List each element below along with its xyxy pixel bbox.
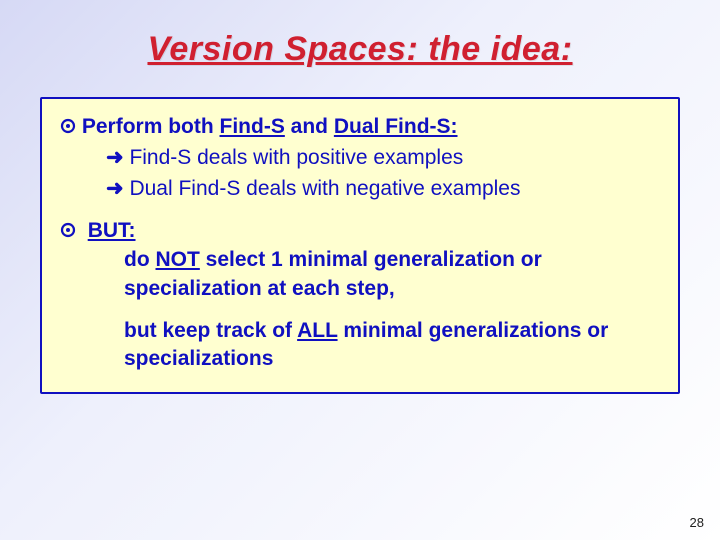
point-2-not: NOT xyxy=(156,248,200,271)
page-number: 28 xyxy=(690,515,704,530)
point-1-lead: Perform both xyxy=(82,115,220,138)
slide: Version Spaces: the idea: Perform both F… xyxy=(0,0,720,540)
point-2-body: do NOT select 1 minimal generalization o… xyxy=(60,246,660,303)
ring-bullet-icon xyxy=(60,218,76,246)
point-1-sub-2-text: Dual Find-S deals with negative examples xyxy=(124,177,521,200)
ring-bullet-icon xyxy=(60,114,76,142)
point-1-sub-1: ➜ Find-S deals with positive examples xyxy=(60,144,660,172)
point-1: Perform both Find-S and Dual Find-S: xyxy=(60,113,660,142)
arrow-icon: ➜ xyxy=(106,177,124,200)
point-2: BUT: xyxy=(60,217,660,246)
content-box: Perform both Find-S and Dual Find-S: ➜ F… xyxy=(40,97,680,394)
point-1-alg2: Dual Find-S: xyxy=(334,115,458,138)
point-3-a: but keep track of xyxy=(124,319,297,342)
point-3: but keep track of ALL minimal generaliza… xyxy=(60,317,660,374)
point-1-sub-2: ➜ Dual Find-S deals with negative exampl… xyxy=(60,175,660,203)
point-1-mid: and xyxy=(285,115,334,138)
point-2-but: BUT: xyxy=(88,219,136,242)
point-2-body-a: do xyxy=(124,248,156,271)
arrow-icon: ➜ xyxy=(106,146,124,169)
slide-title: Version Spaces: the idea: xyxy=(40,30,680,69)
point-3-all: ALL xyxy=(297,319,337,342)
point-1-alg1: Find-S xyxy=(220,115,285,138)
point-1-sub-1-text: Find-S deals with positive examples xyxy=(124,146,464,169)
